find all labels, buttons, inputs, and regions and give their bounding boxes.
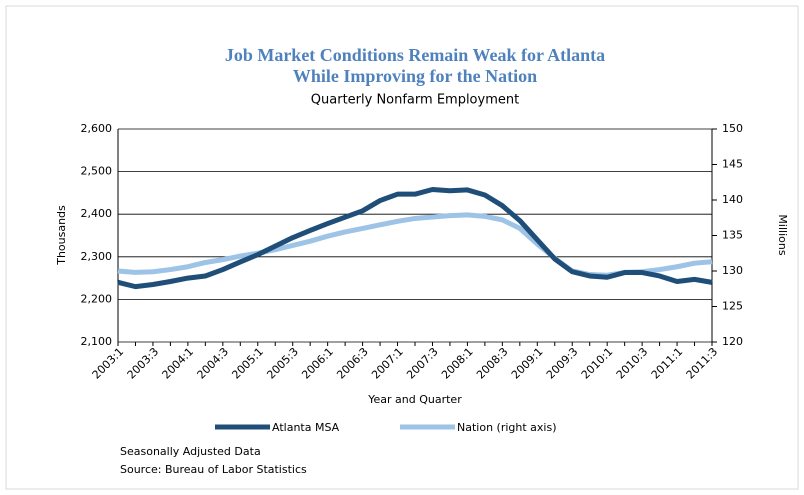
note: Seasonally Adjusted Data [120, 445, 261, 458]
y2-tick-label: 135 [722, 229, 743, 242]
y-tick-label: 2,400 [81, 207, 113, 220]
y2-tick-label: 140 [722, 193, 743, 206]
chart-subtitle: Quarterly Nonfarm Employment [311, 93, 519, 108]
y2-tick-label: 120 [722, 335, 743, 348]
y-axis-title: Thousands [55, 205, 68, 266]
chart-frame [5, 5, 799, 490]
y-tick-label: 2,100 [81, 335, 113, 348]
y2-tick-label: 150 [722, 122, 743, 135]
y-tick-label: 2,600 [81, 122, 113, 135]
legend-label: Nation (right axis) [457, 421, 557, 434]
x-axis-title: Year and Quarter [367, 393, 462, 406]
y-tick-label: 2,300 [81, 250, 113, 263]
note: Source: Bureau of Labor Statistics [120, 463, 307, 476]
chart-title-line2: While Improving for the Nation [293, 66, 537, 86]
y2-tick-label: 125 [722, 300, 743, 313]
y-tick-label: 2,200 [81, 292, 113, 305]
series-line [117, 186, 713, 290]
legend-label: Atlanta MSA [272, 421, 340, 434]
y2-axis-title: Millions [776, 214, 789, 255]
chart-title: Job Market Conditions Remain Weak for At… [225, 45, 605, 65]
y2-tick-label: 145 [722, 158, 743, 171]
y-tick-label: 2,500 [81, 165, 113, 178]
y2-tick-label: 130 [722, 264, 743, 277]
